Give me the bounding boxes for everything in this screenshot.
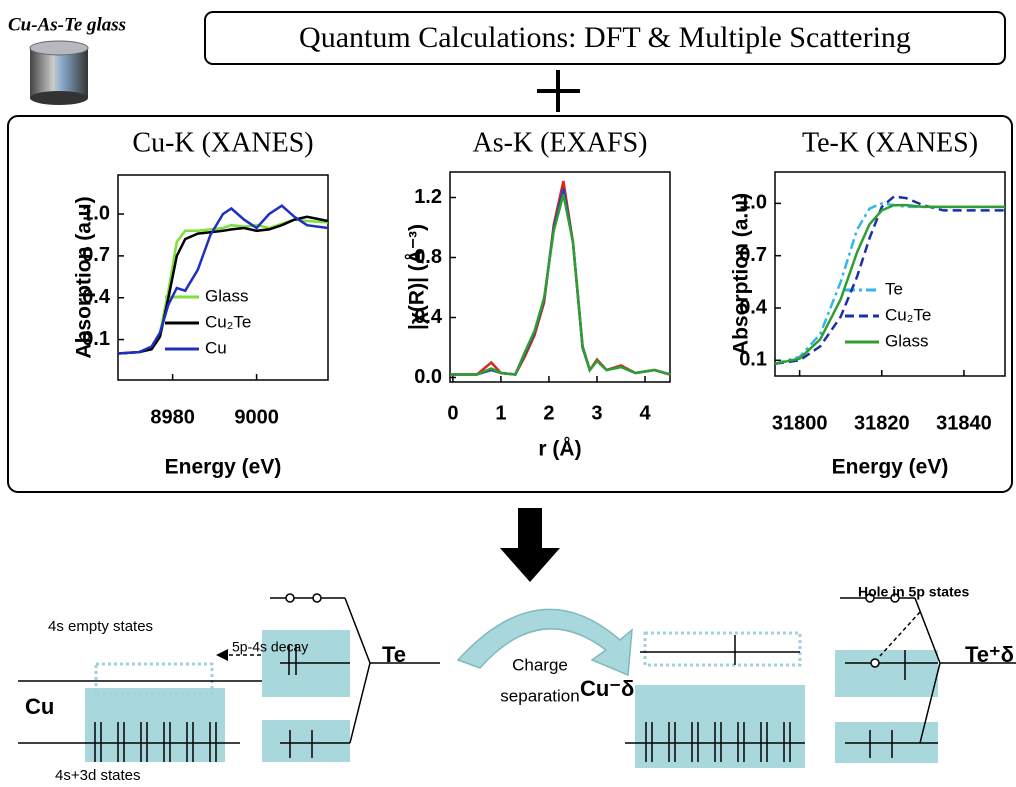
x-axis-label: Energy (eV) (165, 456, 282, 479)
plot-frame (774, 171, 1006, 377)
legend-label: Cu₂Te (205, 312, 251, 331)
y-axis-label: |χ(R)| (Å⁻³) (405, 224, 429, 330)
x-tick-label: 9000 (234, 406, 279, 428)
plot-frame (449, 171, 671, 383)
plot-frame (117, 174, 329, 381)
legend-label: Cu (205, 338, 227, 357)
series-line (774, 195, 1005, 366)
x-tick-label: 0 (447, 402, 458, 424)
decay-label: 5p-4s decay (232, 639, 308, 655)
x-tick-label: 8980 (150, 406, 195, 428)
te-charged-label: Te⁺δ (965, 642, 1014, 667)
series-line (117, 204, 329, 355)
chart-title: Cu-K (XANES) (132, 127, 313, 158)
legend-label: Glass (885, 331, 928, 350)
y-tick-label: 1.0 (82, 202, 110, 224)
x-tick-label: 3 (591, 402, 602, 424)
x-tick-label: 2 (543, 402, 554, 424)
glass-sample (29, 40, 89, 105)
y-axis-label: Absorption (a.u) (730, 193, 753, 355)
y-tick-label: 0.4 (739, 296, 768, 318)
transfer-label: separation (500, 686, 579, 705)
series-line (117, 215, 329, 355)
y-tick-label: 0.1 (739, 349, 767, 371)
down-arrow (500, 508, 560, 582)
x-tick-label: 31820 (854, 412, 910, 434)
sample-label: Cu-As-Te glass (8, 14, 126, 35)
calc-title: Quantum Calculations: DFT & Multiple Sca… (299, 21, 911, 54)
cu-states-label: 4s+3d states (55, 767, 140, 784)
calc-box (204, 11, 1006, 65)
chart-panel (7, 115, 1013, 493)
legend-label: Te (885, 279, 903, 298)
series-line (450, 188, 671, 376)
x-axis-label: Energy (eV) (832, 456, 949, 479)
y-tick-label: 0.1 (82, 328, 110, 350)
y-tick-label: 0.4 (414, 306, 443, 328)
te-label: Te (382, 642, 406, 667)
chart-title: Te-K (XANES) (802, 127, 978, 158)
y-tick-label: 0.4 (82, 286, 111, 308)
plus-sign (537, 70, 580, 112)
x-tick-label: 4 (639, 402, 651, 424)
hole-label: Hole in 5p states (858, 584, 969, 600)
series-line (450, 194, 671, 376)
legend-label: Glass (205, 286, 248, 305)
cu-charged-label: Cu⁻δ (580, 676, 634, 701)
y-tick-label: 0.7 (82, 244, 110, 266)
charts: Cu-K (XANES) 8980 9000 0.1 0.4 0.7 1.0 Energy (… (73, 127, 1006, 479)
cu-label: Cu (25, 694, 54, 719)
y-tick-label: 0.7 (739, 244, 767, 266)
chart-title: As-K (EXAFS) (473, 127, 648, 158)
diagram (18, 593, 1016, 768)
legend-label: Cu₂Te (885, 305, 931, 324)
y-tick-label: 0.8 (414, 246, 442, 268)
transfer-label: Charge (512, 655, 568, 674)
cu-empty-label: 4s empty states (48, 618, 153, 635)
x-axis-label: r (Å) (538, 437, 581, 461)
y-tick-label: 1.0 (739, 192, 767, 214)
x-tick-label: 31800 (772, 412, 828, 434)
y-tick-label: 0.0 (414, 366, 442, 388)
y-axis-label: Absorption (a.u) (73, 196, 96, 358)
series-line (774, 203, 1005, 366)
x-tick-label: 1 (495, 402, 506, 424)
y-tick-label: 1.2 (414, 186, 442, 208)
x-tick-label: 31840 (936, 412, 992, 434)
